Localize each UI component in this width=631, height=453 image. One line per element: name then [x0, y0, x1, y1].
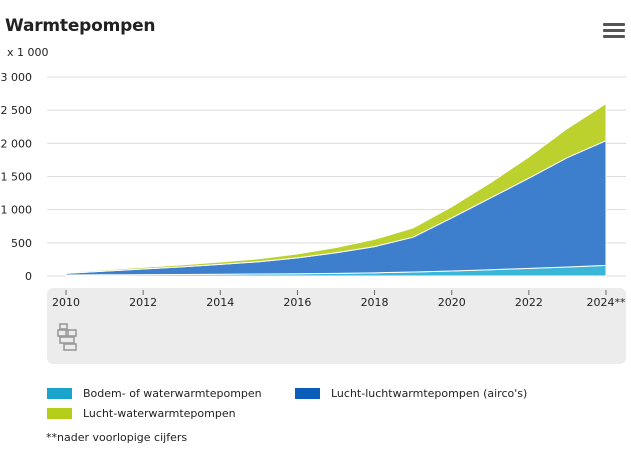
- x-tick-label: 2014: [206, 296, 234, 309]
- y-tick-label: 2 500: [1, 104, 33, 117]
- x-axis-panel: [47, 288, 626, 364]
- area-lucht_water: [65, 102, 607, 274]
- legend-swatch: [295, 388, 320, 399]
- y-tick-label: 2 000: [1, 137, 33, 150]
- legend-item-lucht-lucht[interactable]: Lucht-luchtwarmtepompen (airco's): [295, 387, 527, 400]
- x-tick-label: 2016: [283, 296, 311, 309]
- legend-swatch: [47, 408, 72, 419]
- legend-item-lucht-water[interactable]: Lucht-waterwarmtepompen: [47, 407, 236, 420]
- area-series: [65, 102, 607, 277]
- y-tick-label: 1 000: [1, 204, 33, 217]
- menu-line-icon: [603, 23, 625, 26]
- x-tick-label: 2020: [438, 296, 466, 309]
- y-tick-label: 0: [25, 270, 32, 283]
- y-unit-label: x 1 000: [7, 46, 49, 59]
- axes: 0 500 1 000 1 500 2 000 2 500 3 000 2010 2012 201…: [1, 71, 626, 309]
- legend-swatch: [47, 388, 72, 399]
- menu-line-icon: [603, 29, 625, 32]
- chart-title: Warmtepompen: [5, 16, 156, 36]
- legend-item-bodem[interactable]: Bodem- of waterwarmtepompen: [47, 387, 262, 400]
- y-tick-label: 3 000: [1, 71, 33, 84]
- legend-label: Lucht-waterwarmtepompen: [83, 407, 236, 420]
- footnote: **nader voorlopige cijfers: [46, 431, 188, 444]
- x-tick-label: 2018: [361, 296, 389, 309]
- legend-label: Bodem- of waterwarmtepompen: [83, 387, 262, 400]
- chart-menu-button[interactable]: [603, 23, 625, 41]
- x-tick-label: 2012: [129, 296, 157, 309]
- legend-label: Lucht-luchtwarmtepompen (airco's): [331, 387, 528, 400]
- x-tick-label: 2022: [515, 296, 543, 309]
- y-tick-label: 1 500: [1, 171, 33, 184]
- x-tick-label: 2010: [52, 296, 80, 309]
- menu-line-icon: [603, 35, 625, 38]
- cbs-logo-icon: [57, 323, 77, 351]
- x-tick-label: 2024**: [587, 296, 626, 309]
- y-tick-label: 500: [11, 237, 32, 250]
